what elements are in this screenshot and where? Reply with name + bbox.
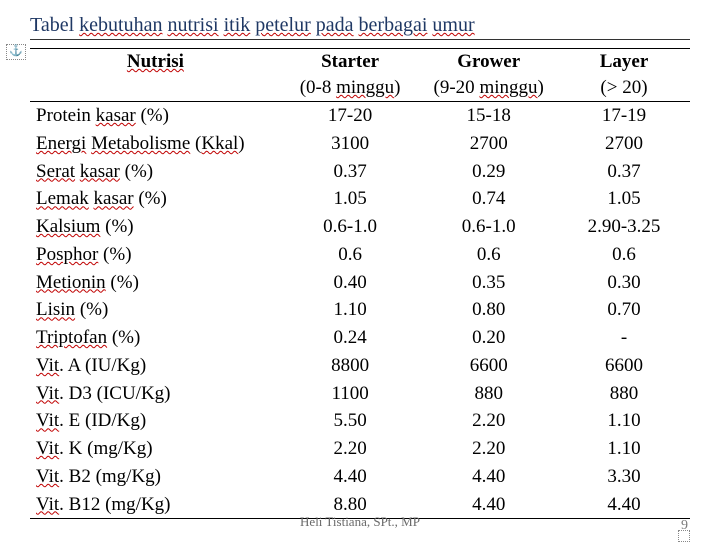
cell-value: 2700: [558, 130, 690, 158]
column-header-main: Layer: [558, 49, 690, 76]
cell-value: 1.05: [281, 185, 420, 213]
cell-value: 4.40: [419, 463, 558, 491]
cell-value: 1.10: [558, 407, 690, 435]
row-label: Vit. K (mg/Kg): [30, 435, 281, 463]
page-title: Tabel kebutuhan nutrisi itik petelur pad…: [30, 14, 690, 40]
cell-value: 6600: [558, 352, 690, 380]
cell-value: 2.20: [419, 435, 558, 463]
cell-value: 2.90-3.25: [558, 213, 690, 241]
row-label: Triptofan (%): [30, 324, 281, 352]
cell-value: 0.37: [281, 158, 420, 186]
row-label: Vit. E (ID/Kg): [30, 407, 281, 435]
cell-value: 0.35: [419, 269, 558, 297]
cell-value: 3.30: [558, 463, 690, 491]
title-word: berbagai: [359, 14, 428, 36]
table-row: Metionin (%)0.400.350.30: [30, 269, 690, 297]
cell-value: 0.6-1.0: [281, 213, 420, 241]
cell-value: 0.74: [419, 185, 558, 213]
title-word: kebutuhan: [79, 14, 162, 36]
cell-value: 0.29: [419, 158, 558, 186]
cell-value: 5.50: [281, 407, 420, 435]
cell-value: -: [558, 324, 690, 352]
row-label: Kalsium (%): [30, 213, 281, 241]
row-label: Vit. D3 (ICU/Kg): [30, 380, 281, 408]
title-word: umur: [432, 14, 474, 36]
cell-value: 4.40: [558, 491, 690, 519]
cell-value: 2.20: [419, 407, 558, 435]
cell-value: 3100: [281, 130, 420, 158]
cell-value: 17-20: [281, 102, 420, 130]
footer-author: Heli Tistiana, SPt., MP: [300, 514, 420, 530]
cell-value: 6600: [419, 352, 558, 380]
corner-marker: [678, 530, 690, 542]
row-label: Protein kasar (%): [30, 102, 281, 130]
cell-value: 0.6: [281, 241, 420, 269]
row-label: Vit. A (IU/Kg): [30, 352, 281, 380]
cell-value: 1.10: [281, 296, 420, 324]
row-label: Energi Metabolisme (Kkal): [30, 130, 281, 158]
row-label: Serat kasar (%): [30, 158, 281, 186]
cell-value: 0.20: [419, 324, 558, 352]
table-row: Protein kasar (%)17-2015-1817-19: [30, 102, 690, 130]
column-header-sub: [30, 75, 281, 102]
table-row: Vit. E (ID/Kg)5.502.201.10: [30, 407, 690, 435]
cell-value: 0.6: [419, 241, 558, 269]
column-header-main: Grower: [419, 49, 558, 76]
table-row: Vit. D3 (ICU/Kg)1100880880: [30, 380, 690, 408]
cell-value: 2.20: [281, 435, 420, 463]
cell-value: 2700: [419, 130, 558, 158]
cell-value: 1.05: [558, 185, 690, 213]
title-word: pada: [316, 14, 354, 36]
cell-value: 0.70: [558, 296, 690, 324]
column-header-main: Nutrisi: [30, 49, 281, 76]
object-anchor-icon: ⚓: [6, 44, 26, 60]
cell-value: 0.30: [558, 269, 690, 297]
table-row: Vit. A (IU/Kg)880066006600: [30, 352, 690, 380]
title-word: nutrisi: [167, 14, 218, 36]
table-row: Energi Metabolisme (Kkal)310027002700: [30, 130, 690, 158]
title-word: Tabel: [30, 14, 74, 36]
cell-value: 17-19: [558, 102, 690, 130]
cell-value: 0.24: [281, 324, 420, 352]
row-label: Metionin (%): [30, 269, 281, 297]
title-word: petelur: [255, 14, 311, 36]
table-row: Vit. B2 (mg/Kg)4.404.403.30: [30, 463, 690, 491]
title-word: itik: [224, 14, 251, 36]
cell-value: 0.6-1.0: [419, 213, 558, 241]
row-label: Lisin (%): [30, 296, 281, 324]
cell-value: 1100: [281, 380, 420, 408]
nutrition-table: NutrisiStarterGrowerLayer (0-8 minggu)(9…: [30, 48, 690, 519]
table-row: Lisin (%)1.100.800.70: [30, 296, 690, 324]
cell-value: 8800: [281, 352, 420, 380]
cell-value: 0.80: [419, 296, 558, 324]
column-header-main: Starter: [281, 49, 420, 76]
cell-value: 1.10: [558, 435, 690, 463]
cell-value: 0.6: [558, 241, 690, 269]
cell-value: 4.40: [419, 491, 558, 519]
table-row: Vit. K (mg/Kg)2.202.201.10: [30, 435, 690, 463]
row-label: Vit. B12 (mg/Kg): [30, 491, 281, 519]
cell-value: 0.40: [281, 269, 420, 297]
table-row: Lemak kasar (%)1.050.741.05: [30, 185, 690, 213]
cell-value: 4.40: [281, 463, 420, 491]
cell-value: 880: [558, 380, 690, 408]
cell-value: 0.37: [558, 158, 690, 186]
column-header-sub: (9-20 minggu): [419, 75, 558, 102]
table-row: Kalsium (%)0.6-1.00.6-1.02.90-3.25: [30, 213, 690, 241]
cell-value: 15-18: [419, 102, 558, 130]
table-row: Posphor (%)0.60.60.6: [30, 241, 690, 269]
cell-value: 880: [419, 380, 558, 408]
column-header-sub: (> 20): [558, 75, 690, 102]
column-header-sub: (0-8 minggu): [281, 75, 420, 102]
row-label: Lemak kasar (%): [30, 185, 281, 213]
row-label: Vit. B2 (mg/Kg): [30, 463, 281, 491]
table-row: Serat kasar (%)0.370.290.37: [30, 158, 690, 186]
row-label: Posphor (%): [30, 241, 281, 269]
table-row: Triptofan (%)0.240.20-: [30, 324, 690, 352]
